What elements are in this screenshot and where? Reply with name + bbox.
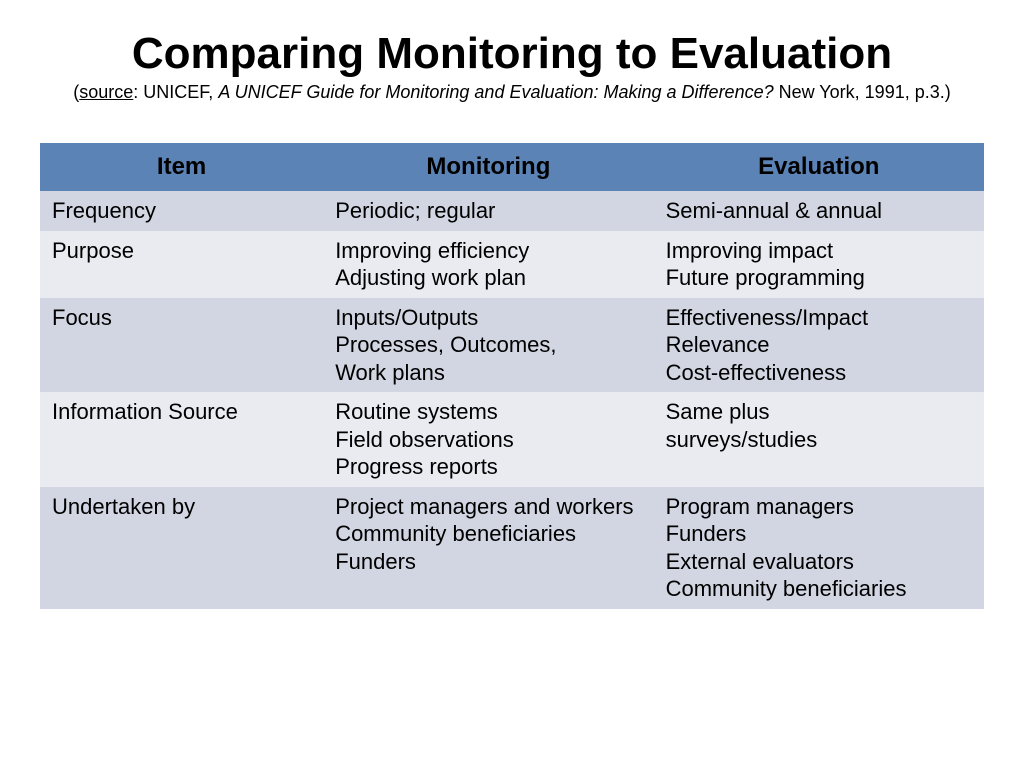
table-row: Focus Inputs/Outputs Processes, Outcomes…	[40, 298, 984, 393]
cell-monitoring: Routine systems Field observations Progr…	[323, 392, 653, 487]
cell-monitoring: Improving efficiency Adjusting work plan	[323, 231, 653, 298]
table-row: Purpose Improving efficiency Adjusting w…	[40, 231, 984, 298]
cell-monitoring: Project managers and workers Community b…	[323, 487, 653, 609]
cell-evaluation: Same plus surveys/studies	[654, 392, 984, 487]
table-row: Information Source Routine systems Field…	[40, 392, 984, 487]
cell-item: Purpose	[40, 231, 323, 298]
cell-item: Focus	[40, 298, 323, 393]
table-header-row: Item Monitoring Evaluation	[40, 143, 984, 191]
cell-item: Frequency	[40, 191, 323, 231]
cell-item: Undertaken by	[40, 487, 323, 609]
col-header-monitoring: Monitoring	[323, 143, 653, 191]
cell-evaluation: Program managers Funders External evalua…	[654, 487, 984, 609]
cell-monitoring: Inputs/Outputs Processes, Outcomes, Work…	[323, 298, 653, 393]
col-header-evaluation: Evaluation	[654, 143, 984, 191]
cell-item: Information Source	[40, 392, 323, 487]
cell-evaluation: Semi-annual & annual	[654, 191, 984, 231]
table-row: Frequency Periodic; regular Semi-annual …	[40, 191, 984, 231]
cell-monitoring: Periodic; regular	[323, 191, 653, 231]
col-header-item: Item	[40, 143, 323, 191]
subtitle-org: UNICEF,	[143, 82, 213, 102]
comparison-table: Item Monitoring Evaluation Frequency Per…	[40, 143, 984, 609]
page-subtitle: (source: UNICEF, A UNICEF Guide for Moni…	[40, 82, 984, 103]
cell-evaluation: Improving impact Future programming	[654, 231, 984, 298]
subtitle-tail: New York, 1991, p.3.)	[779, 82, 951, 102]
cell-evaluation: Effectiveness/Impact Relevance Cost-effe…	[654, 298, 984, 393]
table-row: Undertaken by Project managers and worke…	[40, 487, 984, 609]
subtitle-italic: A UNICEF Guide for Monitoring and Evalua…	[218, 82, 773, 102]
page-title: Comparing Monitoring to Evaluation	[40, 30, 984, 78]
subtitle-label: source	[79, 82, 133, 102]
